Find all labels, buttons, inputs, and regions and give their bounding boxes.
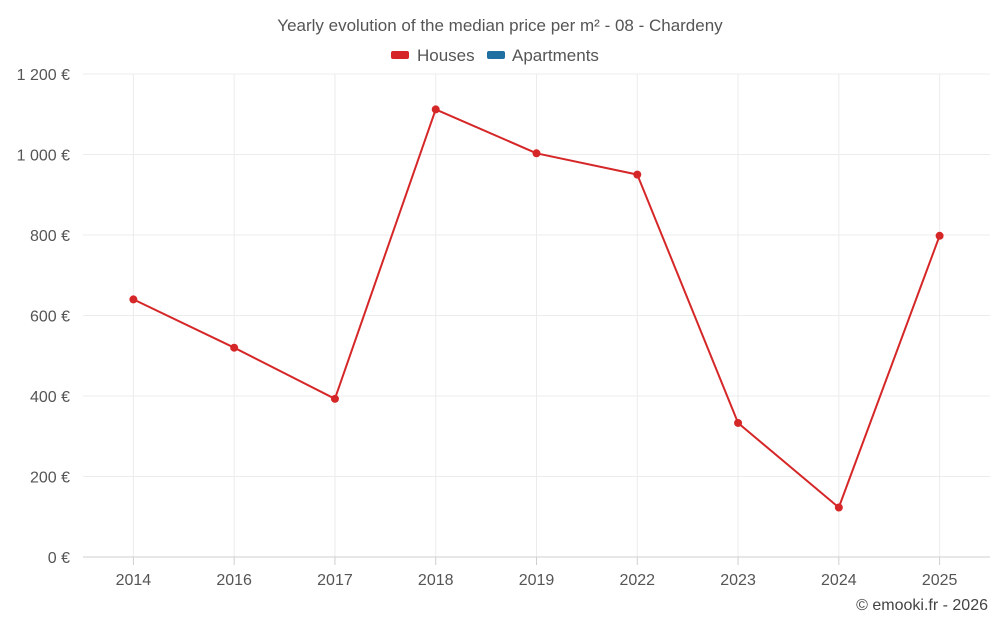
houses-point[interactable]	[734, 418, 743, 427]
x-tick-label: 2019	[519, 572, 555, 589]
x-tick-label: 2024	[821, 572, 857, 589]
x-tick-label: 2016	[216, 572, 252, 589]
legend-label-apartments[interactable]: Apartments	[512, 46, 599, 65]
legend-swatch-houses[interactable]	[391, 51, 409, 59]
y-tick-label: 800 €	[30, 228, 70, 245]
houses-point[interactable]	[129, 295, 138, 304]
houses-point[interactable]	[230, 343, 239, 352]
y-tick-label: 0 €	[48, 550, 70, 567]
houses-point[interactable]	[532, 149, 541, 158]
y-tick-label: 1 000 €	[17, 148, 70, 165]
legend-label-houses[interactable]: Houses	[417, 46, 475, 65]
houses-point[interactable]	[633, 170, 642, 179]
x-tick-label: 2025	[922, 572, 958, 589]
y-tick-label: 400 €	[30, 389, 70, 406]
x-tick-label: 2018	[418, 572, 454, 589]
legend-swatch-apartments[interactable]	[487, 51, 505, 59]
houses-point[interactable]	[935, 231, 944, 240]
chart-title: Yearly evolution of the median price per…	[277, 16, 723, 35]
credit-text: © emooki.fr - 2026	[856, 597, 988, 614]
axes: 0 € 200 € 400 € 600 € 800 € 1 000 € 1 200 € 201…	[17, 67, 990, 589]
series-houses	[129, 105, 944, 512]
y-tick-label: 200 €	[30, 470, 70, 487]
y-tick-label: 600 €	[30, 309, 70, 326]
x-tick-label: 2023	[720, 572, 756, 589]
legend: Houses Apartments	[391, 46, 599, 65]
houses-point[interactable]	[834, 503, 843, 512]
houses-point[interactable]	[330, 394, 339, 403]
houses-point[interactable]	[431, 105, 440, 114]
grid	[83, 73, 990, 557]
x-tick-label: 2022	[619, 572, 655, 589]
x-tick-label: 2014	[116, 572, 152, 589]
x-tick-label: 2017	[317, 572, 353, 589]
y-tick-label: 1 200 €	[17, 67, 70, 84]
